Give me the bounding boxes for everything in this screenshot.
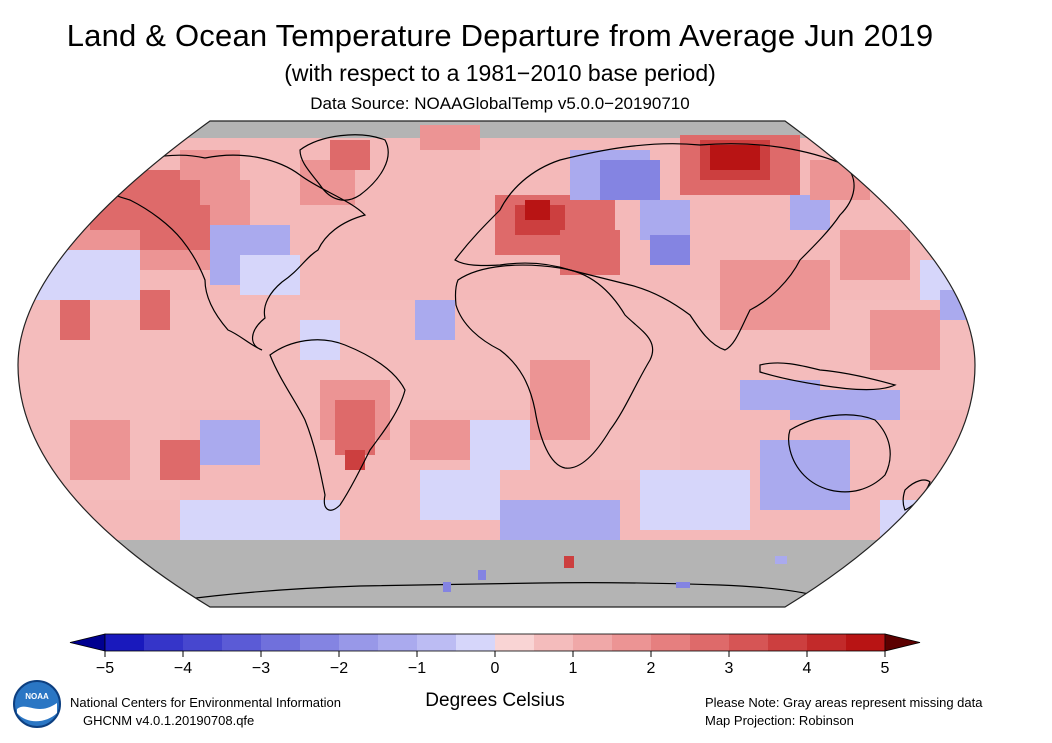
anomaly-grid xyxy=(18,121,975,607)
anomaly-cell xyxy=(180,150,240,180)
anomaly-cell xyxy=(560,230,620,275)
antarctic-anomaly-cell xyxy=(676,582,690,588)
colorbar-swatch xyxy=(612,634,652,651)
colorbar-swatch xyxy=(456,634,496,651)
colorbar-tick-label: −1 xyxy=(408,660,426,677)
colorbar-swatch xyxy=(378,634,418,651)
australia-outline xyxy=(787,414,891,493)
colorbar-swatch xyxy=(534,634,574,651)
antarctic-anomalies xyxy=(443,556,787,592)
anomaly-cell xyxy=(500,500,620,540)
colorbar-swatch xyxy=(807,634,847,651)
anomaly-cell xyxy=(330,140,370,170)
colorbar-swatch xyxy=(495,634,535,651)
colorbar-under-arrow xyxy=(69,633,106,652)
anomaly-cell xyxy=(640,470,750,530)
anomaly-cell xyxy=(70,420,130,480)
anomaly-cell xyxy=(840,230,910,280)
antarctic-anomaly-cell xyxy=(564,556,574,568)
anomaly-cell xyxy=(420,470,500,520)
colorbar-tick-label: 1 xyxy=(569,660,578,677)
noaa-logo-text: NOAA xyxy=(25,692,49,701)
anomaly-cell xyxy=(720,260,830,330)
colorbar-tick-label: −3 xyxy=(252,660,270,677)
org-name: National Centers for Environmental Infor… xyxy=(70,695,341,710)
noaa-logo-icon: NOAA xyxy=(13,680,61,728)
anomaly-cell xyxy=(335,400,375,455)
colorbar-swatch xyxy=(144,634,184,651)
eurasia-outline xyxy=(454,143,855,351)
anomaly-cell xyxy=(200,420,260,465)
colorbar-swatch xyxy=(261,634,301,651)
north-america-outline xyxy=(94,154,367,351)
anomaly-cell xyxy=(480,150,540,180)
colorbar-swatch xyxy=(300,634,340,651)
colorbar-tick-label: −5 xyxy=(96,660,114,677)
data-source: Data Source: NOAAGlobalTemp v5.0.0−20190… xyxy=(310,94,690,113)
anomaly-cell xyxy=(420,125,480,150)
dataset-id: GHCNM v4.0.1.20190708.qfe xyxy=(83,713,255,728)
colorbar-tick-label: −4 xyxy=(174,660,192,677)
anomaly-cell xyxy=(470,420,530,470)
anomaly-cell xyxy=(345,450,365,470)
antarctica-outline xyxy=(179,582,831,601)
footer-credits: National Centers for Environmental Infor… xyxy=(70,694,341,730)
colorbar-over-arrow xyxy=(884,633,921,652)
anomaly-cell xyxy=(600,160,660,200)
anomaly-cell xyxy=(790,195,830,230)
antarctic-anomaly-cell xyxy=(775,556,787,564)
projection-note: Map Projection: Robinson xyxy=(705,713,854,728)
anomaly-cell xyxy=(810,160,870,200)
colorbar-tick-label: 0 xyxy=(491,660,500,677)
anomaly-cell xyxy=(650,235,690,265)
antarctic-anomaly-cell xyxy=(443,582,451,592)
anomaly-cell xyxy=(180,500,340,540)
anomaly-cell xyxy=(760,440,850,510)
anomaly-cell xyxy=(880,500,970,540)
colorbar-swatch xyxy=(222,634,262,651)
anomaly-cell xyxy=(60,300,90,340)
missing-data-area xyxy=(18,121,975,138)
colorbar-swatch xyxy=(729,634,769,651)
anomaly-cell xyxy=(415,300,455,340)
anomaly-cell xyxy=(240,255,300,295)
anomaly-cell xyxy=(870,310,940,370)
anomaly-cell xyxy=(525,200,550,220)
anomaly-cell xyxy=(410,420,470,460)
colorbar-tick-label: −2 xyxy=(330,660,348,677)
colorbar-swatch xyxy=(105,634,145,651)
map-subtitle: (with respect to a 1981−2010 base period… xyxy=(284,60,716,86)
colorbar-swatch xyxy=(651,634,691,651)
anomaly-cell xyxy=(710,145,760,170)
africa-outline xyxy=(454,264,654,469)
anomaly-cell xyxy=(160,440,200,480)
colorbar-tick-label: 2 xyxy=(647,660,656,677)
colorbar-tick-label: 5 xyxy=(881,660,890,677)
map-title: Land & Ocean Temperature Departure from … xyxy=(66,18,934,53)
colorbar-swatch xyxy=(573,634,613,651)
colorbar-swatch xyxy=(846,634,886,651)
anomaly-cell xyxy=(530,360,590,440)
missing-data-area xyxy=(18,540,975,607)
colorbar-swatch xyxy=(417,634,457,651)
footer-notes: Please Note: Gray areas represent missin… xyxy=(705,694,982,730)
anomaly-cell xyxy=(640,200,690,240)
colorbar-swatch xyxy=(768,634,808,651)
colorbar-tick-label: 4 xyxy=(803,660,812,677)
colorbar-swatch xyxy=(690,634,730,651)
color-scale-bar: −5 −4 −3 −2 −1 0 1 2 3 4 5 xyxy=(69,633,921,677)
missing-data-note: Please Note: Gray areas represent missin… xyxy=(705,695,983,710)
anomaly-cell xyxy=(140,290,170,330)
south-america-outline xyxy=(269,339,406,511)
colorbar-swatch xyxy=(339,634,379,651)
antarctic-anomaly-cell xyxy=(478,570,486,580)
indonesia-outline xyxy=(759,362,897,391)
anomaly-cell xyxy=(850,420,930,470)
greenland-outline xyxy=(299,134,389,201)
colorbar-swatch xyxy=(183,634,223,651)
units-label: Degrees Celsius xyxy=(425,690,565,711)
colorbar-tick-label: 3 xyxy=(725,660,734,677)
anomaly-cell xyxy=(790,390,900,420)
